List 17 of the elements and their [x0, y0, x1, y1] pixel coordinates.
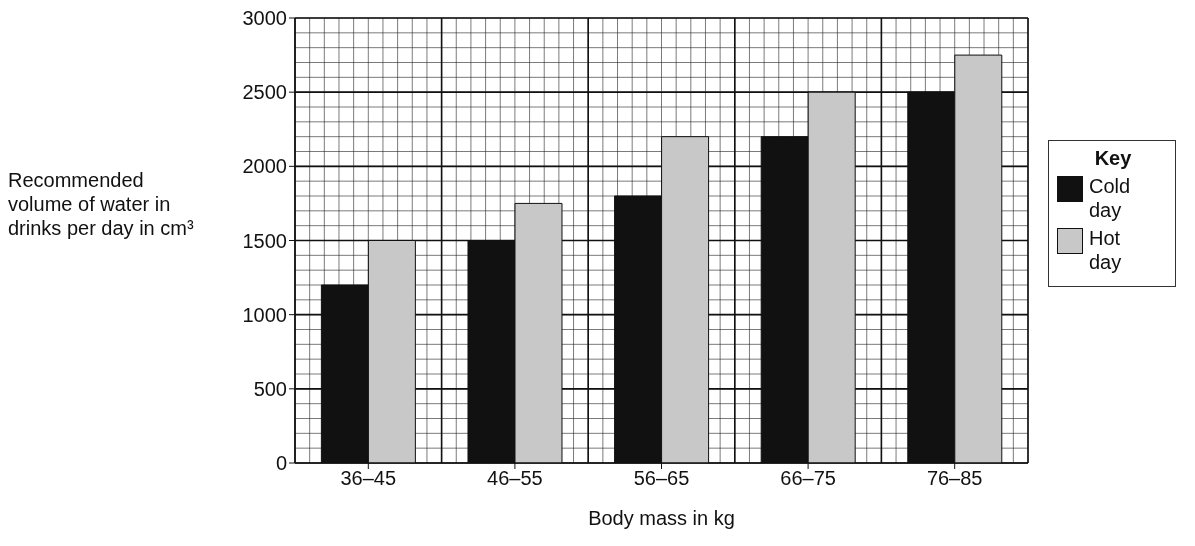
y-tick-label: 2000: [242, 155, 287, 178]
y-tick-label: 1500: [242, 229, 287, 252]
legend-label: Hot day: [1089, 226, 1123, 274]
y-tick-label: 0: [275, 452, 287, 475]
x-axis-title: Body mass in kg: [588, 507, 735, 529]
y-tick-label: 500: [253, 377, 287, 400]
y-tick-label: 2500: [242, 81, 287, 104]
x-tick-label: 36–45: [340, 467, 397, 490]
x-tick-label: 46–55: [487, 467, 543, 490]
y-tick-label: 1000: [242, 303, 287, 326]
y-tick-label: 3000: [242, 7, 287, 30]
legend-label: Cold day: [1089, 174, 1132, 222]
x-tick-label: 76–85: [926, 467, 983, 490]
x-tick-label: 66–75: [780, 467, 836, 490]
x-tick-label: 56–65: [633, 467, 690, 490]
y-axis-title: Recommended volume of water in drinks per day in cm³: [8, 168, 195, 240]
legend-title: Key: [1093, 147, 1133, 170]
